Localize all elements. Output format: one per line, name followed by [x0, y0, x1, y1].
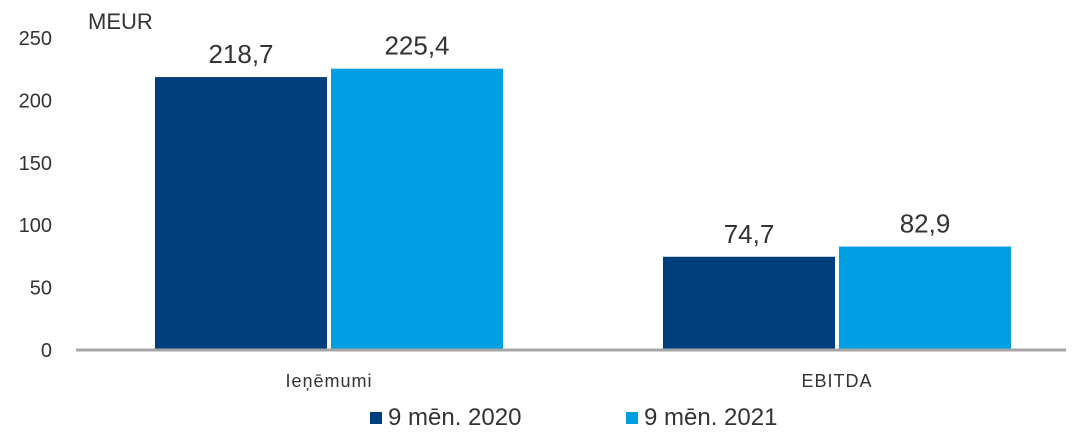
category-label: EBITDA — [801, 371, 872, 391]
legend: 9 mēn. 2020 9 mēn. 2021 — [370, 404, 777, 431]
bar-series2-ienemumi — [331, 68, 503, 350]
bar-series1-ebitda — [663, 256, 835, 350]
y-tick-label: 150 — [19, 153, 52, 175]
x-axis: Ieņēmumi EBITDA — [285, 371, 872, 391]
bars-layer — [155, 68, 1011, 350]
y-tick-label: 100 — [19, 215, 52, 237]
data-label: 82,9 — [900, 209, 951, 239]
legend-label: 9 mēn. 2021 — [644, 404, 777, 431]
y-tick-label: 200 — [19, 90, 52, 112]
data-label: 74,7 — [724, 219, 775, 249]
legend-swatch — [626, 412, 638, 424]
y-axis: 0 50 100 150 200 250 — [19, 28, 52, 362]
legend-swatch — [370, 412, 382, 424]
y-axis-unit-label: MEUR — [88, 9, 153, 34]
category-label: Ieņēmumi — [285, 371, 372, 391]
data-labels-layer: 218,7 74,7 225,4 82,9 — [208, 31, 950, 249]
legend-label: 9 mēn. 2020 — [388, 404, 521, 431]
y-tick-label: 250 — [19, 28, 52, 50]
data-label: 225,4 — [384, 31, 449, 61]
data-label: 218,7 — [208, 39, 273, 69]
bar-series2-ebitda — [839, 246, 1011, 350]
y-tick-label: 0 — [41, 340, 52, 362]
y-tick-label: 50 — [30, 278, 52, 300]
bar-series1-ienemumi — [155, 77, 327, 350]
